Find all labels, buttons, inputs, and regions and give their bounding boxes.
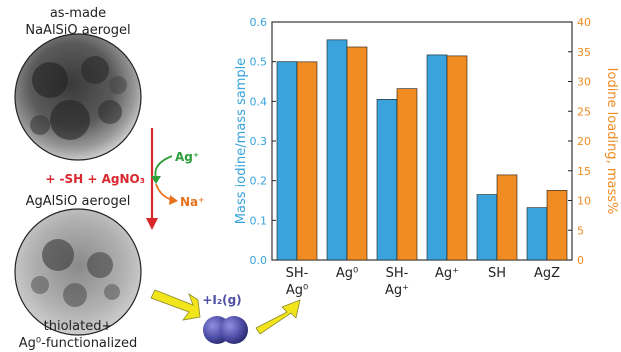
left-tick-label-0: 0.0 (250, 254, 268, 267)
category-label-1-0: Ag⁰ (336, 266, 358, 281)
label-reagents: + -SH + AgNO₃ (45, 172, 145, 186)
right-tick-label-6: 30 (577, 76, 591, 89)
label-na-ion: Na⁺ (180, 195, 204, 209)
left-tick-label-5: 0.5 (250, 56, 268, 69)
bar-mass-ratio-0 (276, 61, 298, 261)
bar-mass-ratio-3 (426, 54, 448, 261)
category-label-5-0: AgZ (534, 266, 560, 281)
left-axis-label: Mass iodine/mass sample (234, 58, 249, 224)
bar-mass-ratio-4 (476, 194, 498, 261)
category-label-0-0: SH- (286, 266, 309, 281)
right-axis-label: Iodine loading, mass% (604, 68, 619, 215)
right-tick-label-0: 0 (577, 254, 584, 267)
ion-exchange-arrow (151, 155, 178, 205)
left-axis-ticks: 0.0 0.1 0.2 0.3 0.4 0.5 0.6 (250, 16, 276, 267)
label-iodine-gas: +I₂(g) (202, 293, 241, 307)
label-agalsio-aerogel: AgAlSiO aerogel (26, 194, 131, 209)
bar-loading-4 (496, 174, 518, 261)
category-label-2-0: SH- (386, 266, 409, 281)
iodine-loading-bar-chart: 0.0 0.1 0.2 0.3 0.4 0.5 0.6 0 5 10 15 20 25 30 35 40 S… (234, 16, 619, 298)
bar-mass-ratio-1 (326, 39, 348, 261)
bar-loading-5 (546, 190, 568, 261)
iodine-arrow-in (150, 289, 201, 321)
right-tick-label-5: 25 (577, 105, 591, 118)
left-tick-label-4: 0.4 (250, 95, 268, 108)
right-tick-label-7: 35 (577, 46, 591, 59)
tem-image-as-made (14, 33, 142, 161)
bar-loading-0 (296, 61, 318, 261)
iodine-arrow-out (255, 299, 301, 335)
tem-image-functionalized (14, 208, 142, 336)
right-tick-label-2: 10 (577, 195, 591, 208)
left-tick-label-1: 0.1 (250, 214, 268, 227)
iodine-molecule-icon (203, 316, 248, 344)
right-tick-label-1: 5 (577, 224, 584, 237)
category-label-3-0: Ag⁺ (435, 266, 459, 281)
bar-mass-ratio-2 (376, 99, 398, 261)
label-thiolated: thiolated+ (44, 319, 113, 334)
right-tick-label-4: 20 (577, 135, 591, 148)
left-tick-label-2: 0.2 (250, 175, 268, 188)
bar-mass-ratio-5 (526, 207, 548, 261)
label-as-made: as-made (50, 6, 106, 21)
category-label-0-1: Ag⁰ (286, 283, 308, 298)
bar-series (276, 39, 568, 261)
label-ag0-functionalized: Ag⁰-functionalized (19, 336, 137, 351)
bar-loading-3 (446, 55, 468, 261)
right-axis-ticks: 0 5 10 15 20 25 30 35 40 (568, 16, 591, 267)
bar-loading-1 (346, 46, 368, 261)
left-tick-label-3: 0.3 (250, 135, 268, 148)
label-ag-ion: Ag⁺ (175, 150, 199, 164)
category-labels: SH- Ag⁰ Ag⁰ SH- Ag⁺ Ag⁺ SH AgZ (286, 266, 560, 298)
right-tick-label-3: 15 (577, 165, 591, 178)
label-nalsio-aerogel: NaAlSiO aerogel (25, 23, 130, 38)
left-tick-label-6: 0.6 (250, 16, 268, 29)
category-label-4-0: SH (488, 266, 506, 281)
bar-loading-2 (396, 88, 418, 261)
reaction-arrow (146, 128, 158, 230)
category-label-2-1: Ag⁺ (385, 283, 409, 298)
right-tick-label-8: 40 (577, 16, 591, 29)
